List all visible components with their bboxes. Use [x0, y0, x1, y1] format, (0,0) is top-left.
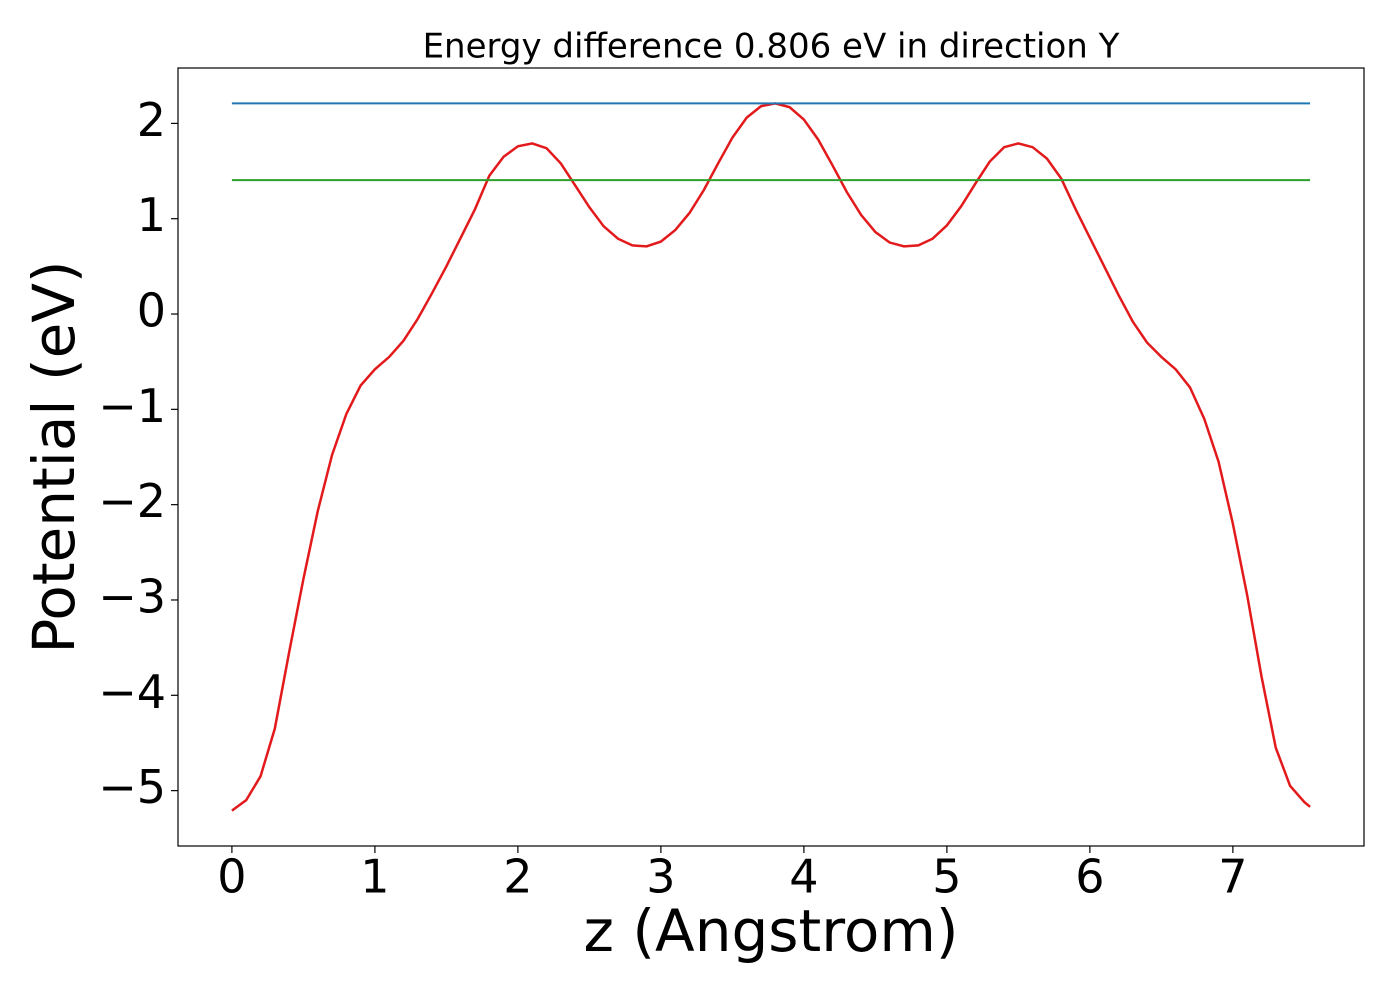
plot-frame: [177, 67, 1365, 847]
y-tick-label: −5: [98, 760, 166, 814]
x-tick-label: 4: [789, 850, 818, 904]
x-tick-label: 1: [360, 850, 389, 904]
y-tick-label: −4: [98, 665, 166, 719]
y-tick-label: −3: [98, 569, 166, 623]
x-tick-label: 2: [503, 850, 532, 904]
x-tick-label: 3: [646, 850, 675, 904]
y-tick-label: −2: [98, 474, 166, 528]
y-tick-label: 1: [137, 188, 166, 242]
x-axis-label: z (Angstrom): [584, 897, 959, 965]
y-tick-label: 2: [137, 93, 166, 147]
y-tick-label: −1: [98, 379, 166, 433]
x-tick-label: 6: [1075, 850, 1104, 904]
x-tick-label: 7: [1218, 850, 1247, 904]
y-tick-label: 0: [137, 284, 166, 338]
x-tick-label: 5: [932, 850, 961, 904]
chart-title: Energy difference 0.806 eV in direction …: [423, 27, 1120, 67]
x-tick-label: 0: [217, 850, 246, 904]
y-axis-label: Potential (eV): [20, 260, 88, 653]
